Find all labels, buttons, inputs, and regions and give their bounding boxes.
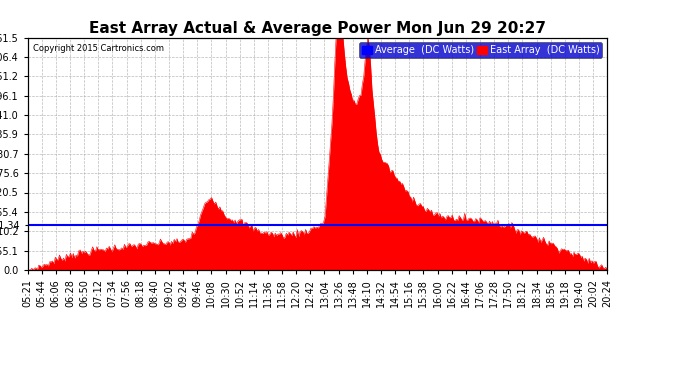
Text: Copyright 2015 Cartronics.com: Copyright 2015 Cartronics.com (33, 45, 164, 54)
Title: East Array Actual & Average Power Mon Jun 29 20:27: East Array Actual & Average Power Mon Ju… (89, 21, 546, 36)
Legend: Average  (DC Watts), East Array  (DC Watts): Average (DC Watts), East Array (DC Watts… (359, 42, 602, 58)
